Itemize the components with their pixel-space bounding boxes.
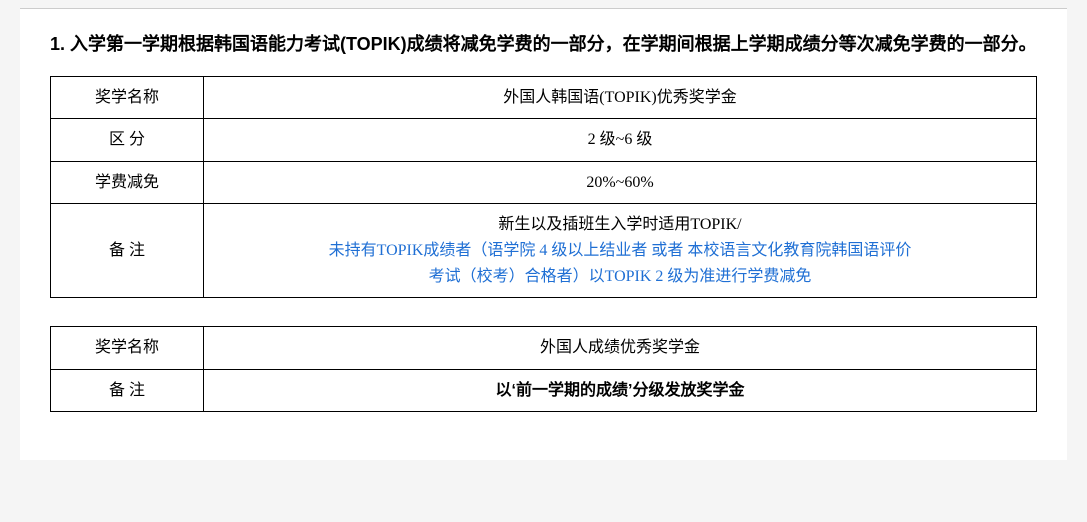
table-row: 学费减免 20%~60% — [51, 161, 1037, 204]
table-row-note: 备 注 以‘前一学期的成绩’分级发放奖学金 — [51, 369, 1037, 412]
table-row: 奖学名称 外国人韩国语(TOPIK)优秀奖学金 — [51, 76, 1037, 119]
table-row: 区 分 2 级~6 级 — [51, 119, 1037, 162]
row-value: 外国人韩国语(TOPIK)优秀奖学金 — [204, 76, 1037, 119]
note-value: 新生以及插班生入学时适用TOPIK/ 未持有TOPIK成绩者（语学院 4 级以上… — [204, 204, 1037, 298]
row-value: 2 级~6 级 — [204, 119, 1037, 162]
row-value: 20%~60% — [204, 161, 1037, 204]
table-row-note: 备 注 新生以及插班生入学时适用TOPIK/ 未持有TOPIK成绩者（语学院 4… — [51, 204, 1037, 298]
note-line: 新生以及插班生入学时适用TOPIK/ — [498, 216, 741, 233]
note-label: 备 注 — [51, 204, 204, 298]
row-label: 奖学名称 — [51, 327, 204, 370]
row-label: 学费减免 — [51, 161, 204, 204]
scholarship-table-grade: 奖学名称 外国人成绩优秀奖学金 备 注 以‘前一学期的成绩’分级发放奖学金 — [50, 326, 1037, 412]
table-row: 奖学名称 外国人成绩优秀奖学金 — [51, 327, 1037, 370]
note-line-blue: 考试（校考）合格者）以TOPIK 2 级为准进行学费减免 — [429, 268, 812, 285]
scholarship-table-topik: 奖学名称 外国人韩国语(TOPIK)优秀奖学金 区 分 2 级~6 级 学费减免… — [50, 76, 1037, 299]
row-label: 奖学名称 — [51, 76, 204, 119]
section-heading: 1. 入学第一学期根据韩国语能力考试(TOPIK)成绩将减免学费的一部分，在学期… — [50, 29, 1037, 60]
document-page: 1. 入学第一学期根据韩国语能力考试(TOPIK)成绩将减免学费的一部分，在学期… — [20, 8, 1067, 460]
note-value: 以‘前一学期的成绩’分级发放奖学金 — [204, 369, 1037, 412]
note-label: 备 注 — [51, 369, 204, 412]
row-label: 区 分 — [51, 119, 204, 162]
note-line-blue: 未持有TOPIK成绩者（语学院 4 级以上结业者 或者 本校语言文化教育院韩国语… — [329, 242, 912, 259]
row-value: 外国人成绩优秀奖学金 — [204, 327, 1037, 370]
